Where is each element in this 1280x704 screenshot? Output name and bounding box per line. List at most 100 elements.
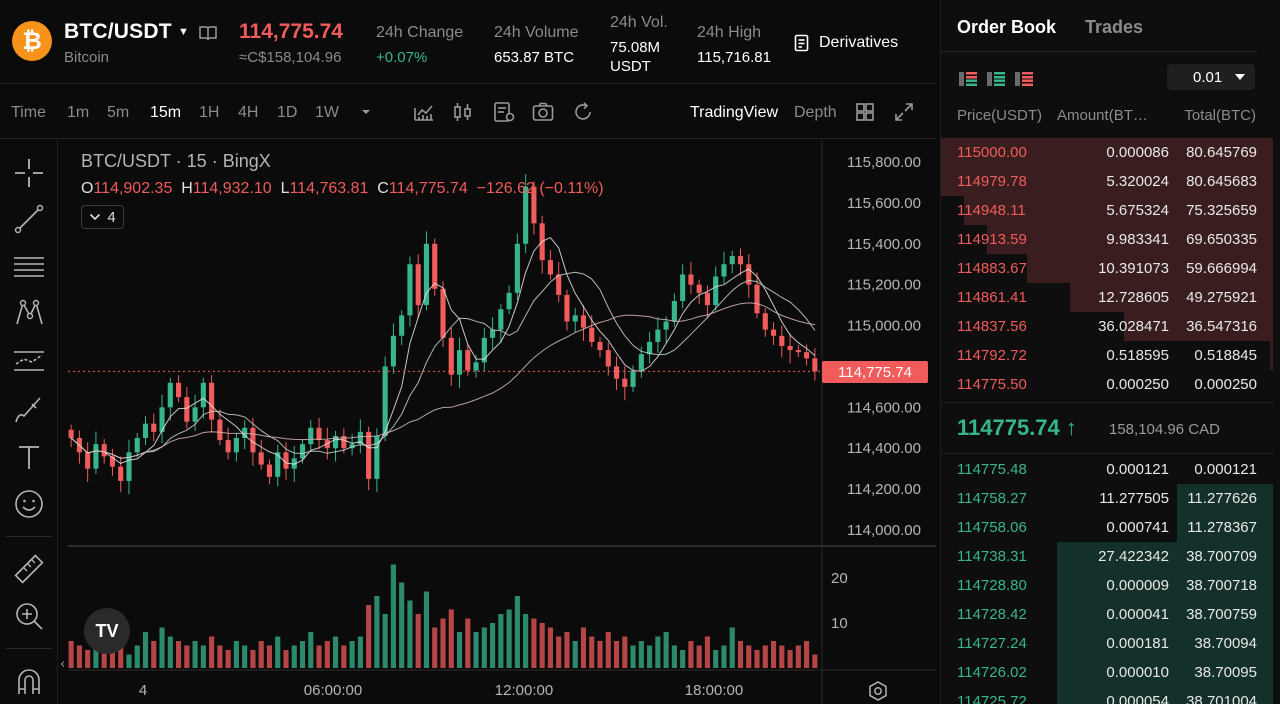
- trend-line-icon[interactable]: [12, 202, 46, 236]
- ask-row[interactable]: 114837.56 36.028471 36.547316: [941, 312, 1273, 341]
- bid-row[interactable]: 114728.80 0.000009 38.700718: [941, 571, 1273, 600]
- ask-row[interactable]: 115000.00 0.000086 80.645769: [941, 138, 1273, 167]
- volume-bar: [175, 641, 182, 668]
- chart-settings-icon[interactable]: [492, 100, 516, 124]
- indicator-toggle[interactable]: 4: [81, 205, 124, 229]
- ask-row[interactable]: 114979.78 5.320024 80.645683: [941, 167, 1273, 196]
- camera-icon[interactable]: [531, 100, 555, 124]
- bid-row[interactable]: 114775.48 0.000121 0.000121: [941, 455, 1273, 484]
- ask-row[interactable]: 114913.59 9.983341 69.650335: [941, 225, 1273, 254]
- candle-body: [200, 382, 206, 408]
- high-value: 114,932.10: [192, 180, 272, 197]
- volume-bar: [498, 614, 504, 668]
- price-step-select[interactable]: 0.01: [1167, 64, 1255, 90]
- candle-body: [605, 350, 611, 367]
- bid-row[interactable]: 114758.06 0.000741 11.278367: [941, 513, 1273, 542]
- zoom-in-icon[interactable]: [12, 599, 46, 633]
- brush-icon[interactable]: [12, 392, 46, 426]
- high-value: 115,716.81: [697, 49, 771, 66]
- chart-toolbar: [0, 85, 936, 139]
- book-icon[interactable]: [198, 24, 218, 42]
- depth-bar: [941, 138, 1273, 167]
- price-tick-label: 115,200.00: [847, 277, 921, 294]
- indicators-icon[interactable]: [412, 100, 436, 124]
- time-tick-label: 4: [139, 682, 147, 699]
- volume-bar: [762, 645, 768, 668]
- depth-bar: [1057, 687, 1273, 704]
- volume-bar: [804, 641, 810, 668]
- ask-row[interactable]: 114883.67 10.391073 59.666994: [941, 254, 1273, 283]
- volume-bar: [564, 632, 570, 668]
- book-mode-both-icon[interactable]: [959, 71, 977, 87]
- pattern-tool-icon[interactable]: [12, 296, 46, 330]
- timeframe-5m[interactable]: 5m: [107, 104, 130, 121]
- timeframe-1d[interactable]: 1D: [277, 104, 298, 121]
- smiley-icon[interactable]: [12, 487, 46, 521]
- bid-row[interactable]: 114728.42 0.000041 38.700759: [941, 600, 1273, 629]
- price-chart[interactable]: 115,800.00 115,600.00 115,400.00 115,200.00…: [59, 140, 936, 704]
- ask-price: 114883.67: [957, 260, 1027, 277]
- candle-body: [613, 366, 620, 379]
- ask-row[interactable]: 114948.11 5.675324 75.325659: [941, 196, 1273, 225]
- bid-row[interactable]: 114725.72 0.000054 38.701004: [941, 687, 1273, 704]
- gear-icon[interactable]: [867, 680, 889, 702]
- candle-body: [506, 292, 512, 310]
- magnet-icon[interactable]: [12, 664, 46, 698]
- ruler-icon[interactable]: [12, 552, 46, 586]
- volume-bar: [192, 641, 198, 668]
- ask-amount: 0.518595: [1106, 347, 1169, 364]
- volume-bar: [729, 627, 735, 668]
- bid-price: 114725.72: [957, 693, 1027, 704]
- timeframe-time[interactable]: Time: [11, 104, 46, 121]
- depth-bar: [1057, 629, 1273, 658]
- volume-bar: [233, 641, 239, 668]
- candle-body: [316, 427, 322, 441]
- chevron-down-icon[interactable]: ▼: [178, 26, 189, 38]
- close-value: 114,775.74: [388, 180, 468, 197]
- book-mode-bids-icon[interactable]: [987, 71, 1005, 87]
- candlestick-chart[interactable]: 115,800.00 115,600.00 115,400.00 115,200.00…: [59, 140, 936, 704]
- volume-bar: [109, 650, 116, 668]
- text-tool-icon[interactable]: [12, 440, 46, 474]
- forecast-tool-icon[interactable]: [12, 344, 46, 378]
- tab-trades[interactable]: Trades: [1085, 17, 1144, 37]
- tradingview-logo-icon[interactable]: TV: [84, 608, 130, 654]
- bid-price: 114738.31: [957, 548, 1027, 565]
- timeframe-4h[interactable]: 4H: [238, 104, 259, 121]
- caret-down-icon[interactable]: [356, 104, 376, 120]
- ask-row[interactable]: 114861.41 12.728605 49.275921: [941, 283, 1273, 312]
- volume-bar: [142, 632, 149, 668]
- book-mode-asks-icon[interactable]: [1015, 71, 1033, 87]
- tradingview-tab[interactable]: TradingView: [690, 104, 779, 121]
- bid-row[interactable]: 114738.31 27.422342 38.700709: [941, 542, 1273, 571]
- bid-row[interactable]: 114758.27 11.277505 11.277626: [941, 484, 1273, 513]
- tab-order-book[interactable]: Order Book: [957, 17, 1057, 37]
- volume-bar: [514, 596, 520, 668]
- depth-bar: [941, 167, 1273, 196]
- bid-row[interactable]: 114727.24 0.000181 38.70094: [941, 629, 1273, 658]
- fullscreen-icon[interactable]: [892, 100, 916, 124]
- layout-grid-icon[interactable]: [853, 100, 877, 124]
- volume-bar: [589, 636, 595, 668]
- volume-bar: [680, 650, 686, 668]
- horizontal-lines-icon[interactable]: [12, 250, 46, 284]
- candle-body: [93, 444, 99, 469]
- ask-row[interactable]: 114792.72 0.518595 0.518845: [941, 341, 1273, 370]
- pair-selector[interactable]: BTC/USDT: [64, 20, 172, 43]
- timeframe-1w[interactable]: 1W: [315, 104, 339, 121]
- volume-bar: [713, 650, 719, 668]
- candle-type-icon[interactable]: [451, 100, 475, 124]
- timeframe-15m[interactable]: 15m: [150, 104, 182, 121]
- timeframe-1m[interactable]: 1m: [67, 104, 90, 121]
- bid-amount: 0.000041: [1106, 606, 1169, 623]
- candle-body: [134, 438, 140, 453]
- ask-row[interactable]: 114775.50 0.000250 0.000250: [941, 370, 1273, 399]
- derivatives-button[interactable]: Derivatives: [794, 33, 898, 53]
- close-label: C: [377, 180, 389, 197]
- depth-tab[interactable]: Depth: [794, 104, 837, 121]
- crosshair-icon[interactable]: [12, 156, 46, 190]
- bid-row[interactable]: 114726.02 0.000010 38.70095: [941, 658, 1273, 687]
- candle-body: [151, 423, 157, 432]
- timeframe-1h[interactable]: 1H: [199, 104, 220, 121]
- reset-icon[interactable]: [571, 100, 595, 124]
